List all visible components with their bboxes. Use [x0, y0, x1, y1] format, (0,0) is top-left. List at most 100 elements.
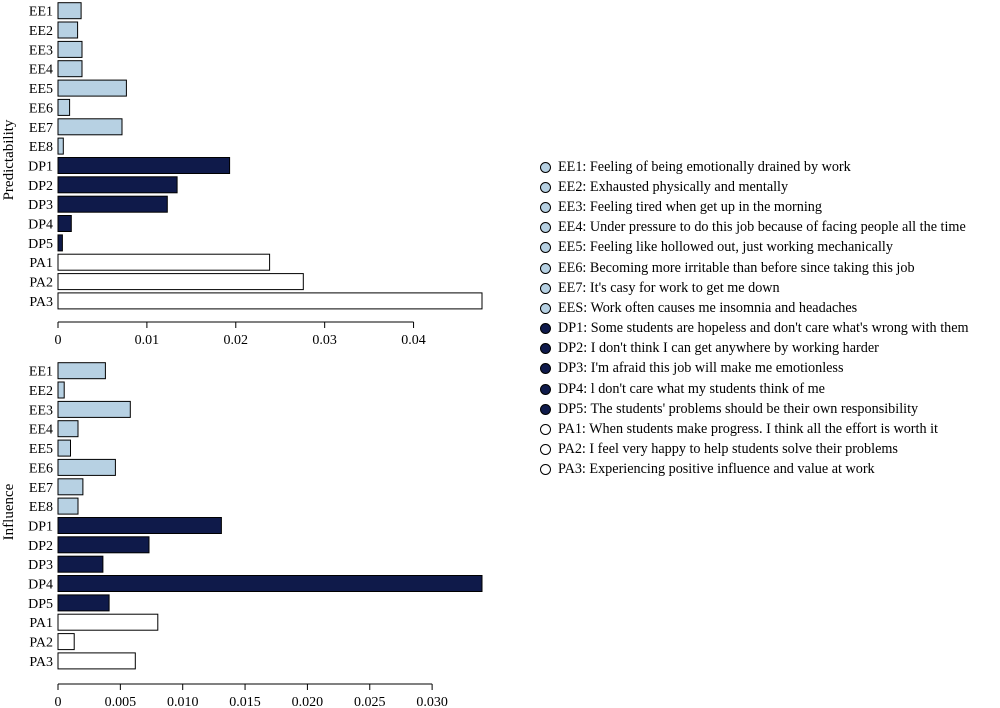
category-label-ee3: EE3 [29, 43, 53, 58]
legend-marker-icon [540, 222, 551, 234]
legend-label: PA3: Experiencing positive influence and… [558, 461, 875, 478]
bar-dp5 [57, 594, 110, 612]
category-label-ee2: EE2 [29, 384, 53, 399]
bar-pa3 [57, 652, 136, 670]
bar-pa2 [57, 273, 304, 291]
legend-marker-icon [540, 343, 551, 355]
legend-label: PA2: I feel very happy to help students … [558, 441, 898, 458]
legend-marker-icon [540, 201, 551, 213]
x-tick-label: 0.005 [105, 695, 137, 708]
bar-dp1 [57, 517, 222, 534]
bar-ee6 [57, 98, 71, 116]
x-tick-label: 0 [55, 333, 62, 348]
legend-label: EE3: Feeling tired when get up in the mo… [558, 198, 822, 215]
legend-marker-icon [540, 262, 551, 274]
bar-ee5 [57, 79, 127, 97]
legend-item: PA3: Experiencing positive influence and… [540, 460, 1000, 480]
category-label-ee1: EE1 [29, 365, 53, 380]
legend-label: EE6: Becoming more irritable than before… [558, 259, 915, 276]
legend-label: DP4: l don't care what my students think… [558, 380, 825, 397]
category-label-ee4: EE4 [29, 63, 53, 78]
legend-marker-icon [540, 403, 551, 415]
legend: EE1: Feeling of being emotionally draine… [540, 157, 1000, 480]
category-label-pa3: PA3 [29, 655, 53, 670]
category-label-pa2: PA2 [29, 636, 53, 651]
legend-item: EE7: It's casy for work to get me down [540, 278, 1000, 298]
legend-item: PA2: I feel very happy to help students … [540, 440, 1000, 460]
category-label-ee3: EE3 [29, 403, 53, 418]
category-label-ee8: EE8 [29, 500, 53, 515]
bar-ee8 [57, 497, 79, 515]
x-tick-label: 0.04 [401, 333, 426, 348]
category-label-dp2: DP2 [28, 179, 53, 194]
bar-pa1 [57, 253, 271, 271]
legend-marker-icon [540, 302, 551, 314]
category-label-dp5: DP5 [28, 597, 53, 612]
legend-label: EE2: Exhausted physically and mentally [558, 178, 789, 195]
x-tick-label: 0.015 [229, 695, 261, 708]
category-label-pa1: PA1 [29, 616, 53, 631]
legend-marker-icon [540, 323, 551, 335]
x-tick-label: 0.03 [312, 333, 337, 348]
bar-pa1 [57, 613, 159, 631]
bar-ee1 [57, 2, 82, 20]
bar-ee3 [57, 400, 131, 418]
category-label-ee6: EE6 [29, 461, 53, 476]
bar-ee7 [57, 478, 84, 496]
bar-ee2 [57, 21, 79, 39]
category-label-dp2: DP2 [28, 539, 53, 554]
category-label-ee5: EE5 [29, 442, 53, 457]
legend-item: EE2: Exhausted physically and mentally [540, 177, 1000, 197]
bar-dp2 [57, 176, 178, 194]
category-label-ee6: EE6 [29, 101, 53, 116]
category-label-ee7: EE7 [29, 121, 53, 136]
x-tick-label: 0.030 [416, 695, 448, 708]
legend-marker-icon [540, 282, 551, 294]
y-axis-label: Predictability [1, 119, 17, 200]
category-label-dp4: DP4 [28, 218, 53, 233]
bar-ee6 [57, 458, 116, 476]
bar-ee8 [57, 137, 64, 155]
x-tick-label: 0.010 [167, 695, 199, 708]
legend-marker-icon [540, 242, 551, 254]
legend-item: DP3: I'm afraid this job will make me em… [540, 359, 1000, 379]
bar-dp4 [57, 575, 483, 592]
bar-ee2 [57, 381, 65, 399]
legend-label: EE7: It's casy for work to get me down [558, 279, 780, 296]
legend-marker-icon [540, 424, 551, 436]
bar-ee1 [57, 362, 106, 380]
category-label-dp3: DP3 [28, 558, 53, 573]
category-label-ee7: EE7 [29, 481, 53, 496]
predictability-panel: Predictability EE1 EE2 EE3 EE4 EE5 EE6 EE7 EE8 DP… [1, 2, 483, 348]
legend-item: EES: Work often causes me insomnia and h… [540, 298, 1000, 318]
bar-dp3 [57, 195, 168, 213]
bar-dp2 [57, 536, 150, 554]
legend-item: DP4: l don't care what my students think… [540, 379, 1000, 399]
x-tick-label: 0.025 [354, 695, 386, 708]
legend-item: EE5: Feeling like hollowed out, just wor… [540, 238, 1000, 258]
legend-item: PA1: When students make progress. I thin… [540, 419, 1000, 439]
x-tick-label: 0.02 [224, 333, 249, 348]
legend-label: PA1: When students make progress. I thin… [558, 421, 938, 438]
category-label-pa3: PA3 [29, 295, 53, 310]
category-label-dp1: DP1 [28, 520, 53, 535]
legend-item: DP2: I don't think I can get anywhere by… [540, 339, 1000, 359]
bar-pa3 [57, 292, 483, 310]
legend-label: EE4: Under pressure to do this job becau… [558, 219, 966, 236]
category-label-ee1: EE1 [29, 5, 53, 20]
category-label-dp5: DP5 [28, 237, 53, 252]
bar-dp5 [57, 234, 63, 252]
legend-label: DP3: I'm afraid this job will make me em… [558, 360, 844, 377]
x-tick-label: 0.020 [292, 695, 324, 708]
category-label-ee5: EE5 [29, 82, 53, 97]
category-label-dp4: DP4 [28, 578, 53, 593]
legend-item: DP1: Some students are hopeless and don'… [540, 319, 1000, 339]
bar-ee7 [57, 118, 123, 136]
legend-marker-icon [540, 181, 551, 193]
legend-item: EE1: Feeling of being emotionally draine… [540, 157, 1000, 177]
bar-ee5 [57, 439, 71, 457]
bar-ee4 [57, 60, 83, 78]
y-axis-label: Influence [1, 483, 17, 540]
legend-marker-icon [540, 444, 551, 456]
